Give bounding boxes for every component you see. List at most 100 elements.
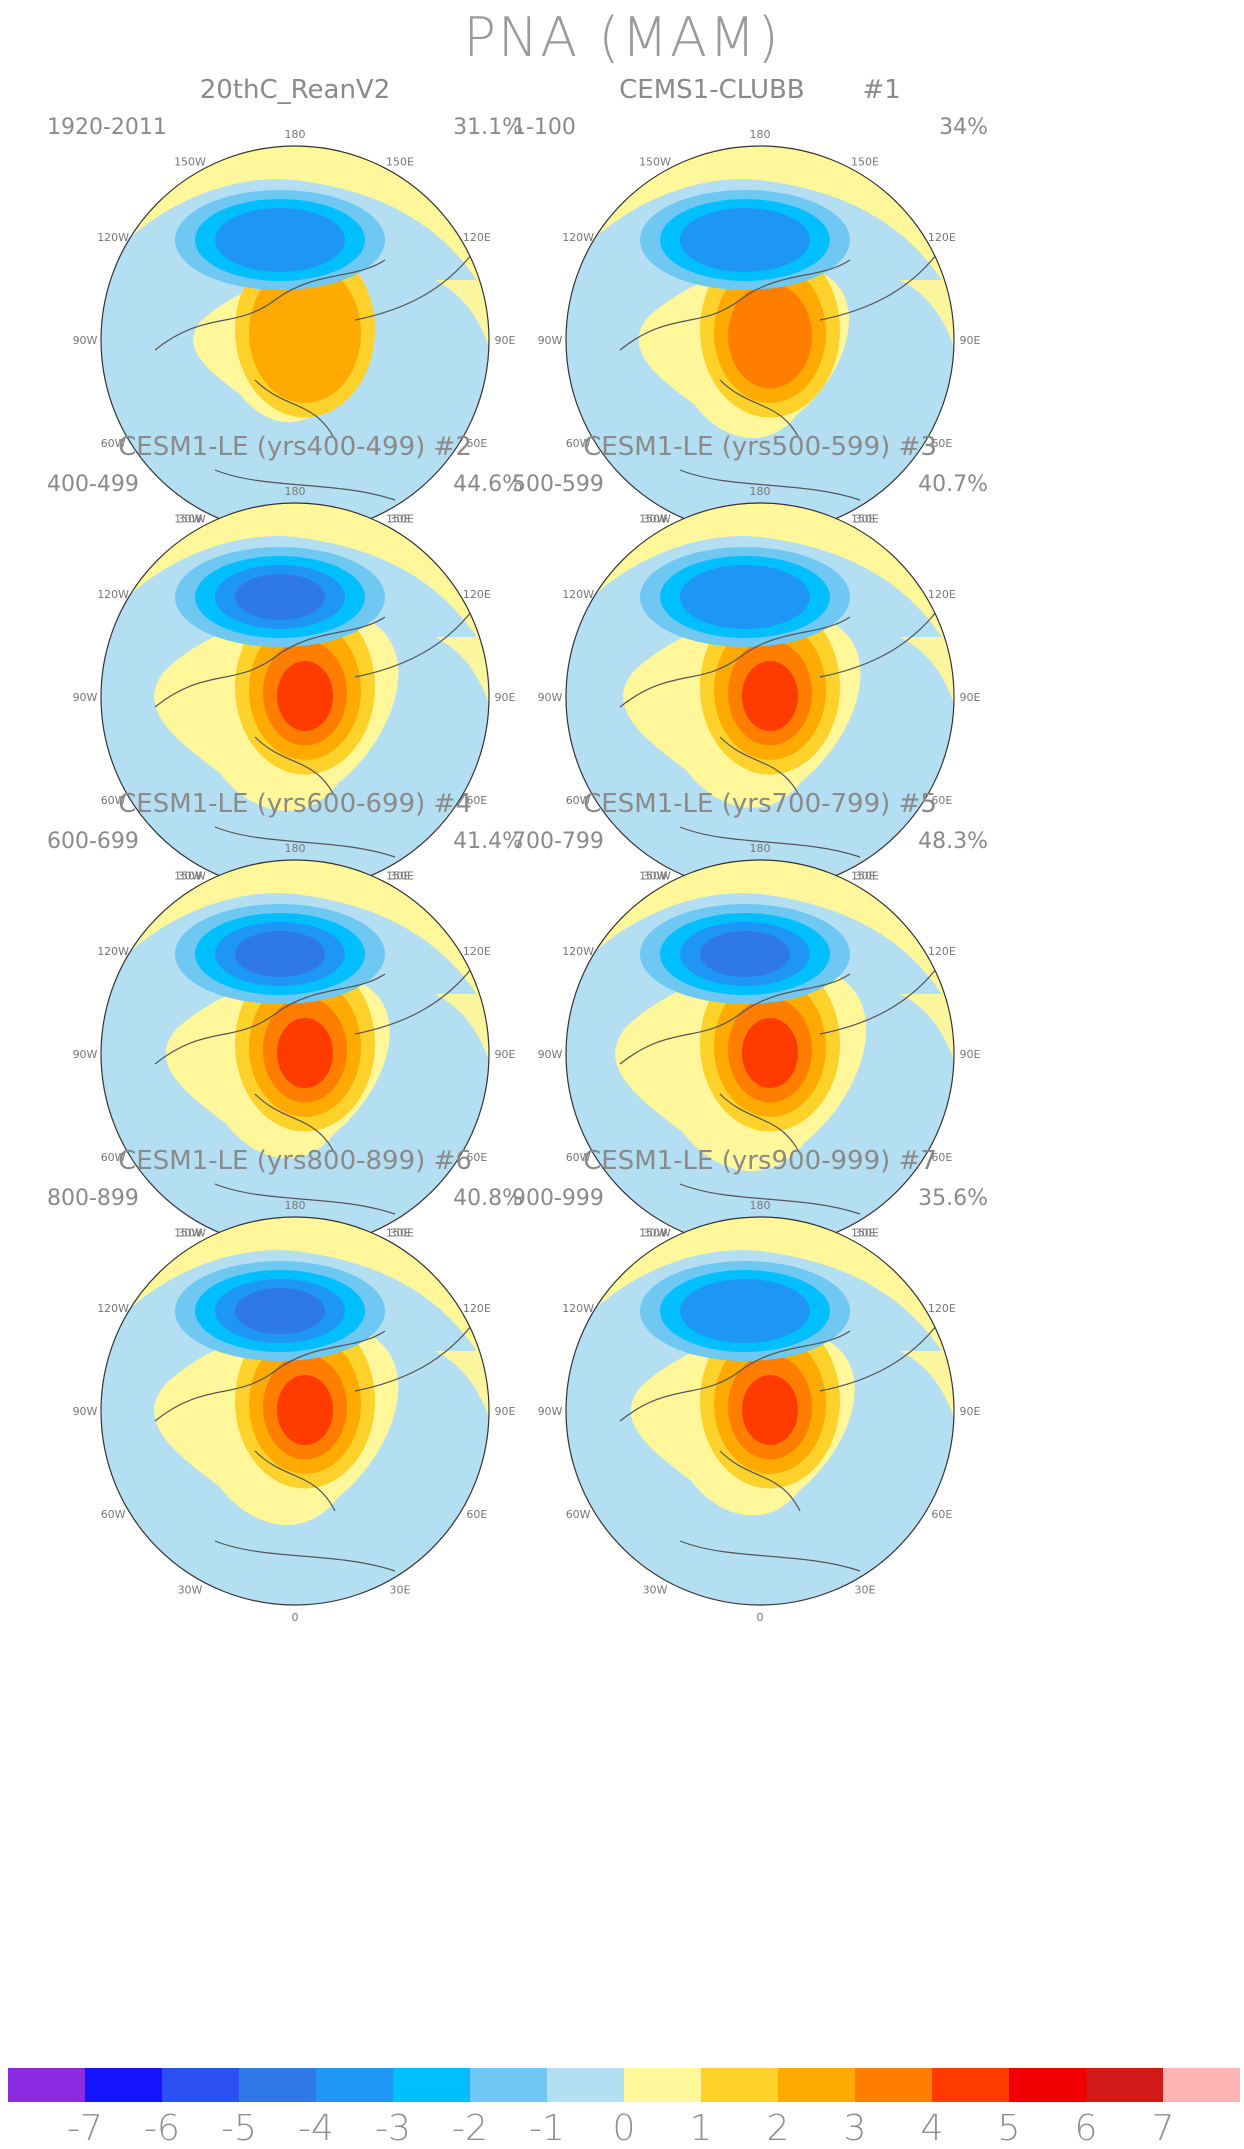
map-panel-p7: CESM1-LE (yrs900-999) #7 900-999 35.6% 180 1… <box>480 1146 1040 1651</box>
positive-anomaly-band <box>101 503 489 657</box>
map-panel-p5: CESM1-LE (yrs700-799) #5 700-799 48.3% 180 1… <box>480 789 1040 1294</box>
map-panel-p6: CESM1-LE (yrs800-899) #6 800-899 40.8% 180 1… <box>15 1146 575 1651</box>
negative-contour <box>215 208 345 272</box>
negative-contour <box>680 208 810 272</box>
colorbar-tick-label: -3 <box>375 2108 411 2149</box>
longitude-label: 60E <box>931 437 952 450</box>
longitude-label: 60E <box>466 1508 487 1521</box>
positive-contour <box>742 1375 798 1445</box>
longitude-label: 120E <box>928 231 956 244</box>
longitude-label: 30W <box>178 512 203 525</box>
colorbar-swatch <box>1163 2068 1240 2102</box>
longitude-label: 150W <box>174 1227 206 1240</box>
longitude-label: 180 <box>285 1199 306 1212</box>
longitude-label: 90E <box>495 1405 516 1418</box>
longitude-label: 30W <box>178 1583 203 1596</box>
longitude-label: 90E <box>960 1048 981 1061</box>
longitude-label: 30E <box>390 1226 411 1239</box>
panel-variance-percent: 40.8% <box>453 1186 523 1211</box>
negative-contour <box>235 1288 325 1334</box>
colorbar-swatch <box>1086 2068 1164 2102</box>
longitude-label: 150E <box>386 156 414 169</box>
longitude-label: 120E <box>928 945 956 958</box>
negative-contour <box>235 574 325 620</box>
longitude-label: 90W <box>73 691 98 704</box>
panel-variance-percent: 41.4% <box>453 829 523 854</box>
negative-contour <box>680 565 810 629</box>
longitude-label: 180 <box>750 842 771 855</box>
longitude-label: 150E <box>851 870 879 883</box>
longitude-label: 150W <box>174 870 206 883</box>
longitude-label: 120W <box>97 231 129 244</box>
map-boundary <box>100 1216 490 1606</box>
longitude-label: 150W <box>639 1227 671 1240</box>
longitude-label: 60W <box>101 1508 126 1521</box>
colorbar-tick-label: 5 <box>997 2108 1021 2149</box>
positive-contour <box>277 1018 333 1088</box>
colorbar-tick-label: 2 <box>766 2108 790 2149</box>
longitude-label: 60W <box>101 437 126 450</box>
panel-title: CESM1-LE (yrs400-499) #2 <box>118 432 472 462</box>
panel-period: 700-799 <box>512 829 604 854</box>
longitude-label: 90W <box>538 1405 563 1418</box>
longitude-label: 60W <box>566 1508 591 1521</box>
longitude-label: 150E <box>386 1227 414 1240</box>
longitude-label: 150E <box>386 870 414 883</box>
longitude-label: 30W <box>643 1226 668 1239</box>
panel-variance-percent: 31.1% <box>453 115 523 140</box>
longitude-label: 120E <box>463 1302 491 1315</box>
longitude-label: 90W <box>538 691 563 704</box>
colorbar-swatch <box>1009 2068 1087 2102</box>
negative-contour <box>680 1279 810 1343</box>
map-panel-p4: CESM1-LE (yrs600-699) #4 600-699 41.4% 180 1… <box>15 789 575 1294</box>
longitude-label: 150W <box>639 870 671 883</box>
longitude-label: 150E <box>386 513 414 526</box>
longitude-label: 60W <box>566 437 591 450</box>
longitude-label: 90E <box>495 1048 516 1061</box>
longitude-label: 90W <box>73 1405 98 1418</box>
longitude-label: 150E <box>851 513 879 526</box>
colorbar-swatch <box>547 2068 625 2102</box>
longitude-label: 30E <box>390 512 411 525</box>
longitude-label: 180 <box>285 842 306 855</box>
panel-period: 900-999 <box>512 1186 604 1211</box>
positive-anomaly-band <box>101 146 489 300</box>
longitude-label: 120E <box>463 588 491 601</box>
longitude-label: 0 <box>292 1611 299 1624</box>
negative-contour <box>235 931 325 977</box>
longitude-label: 90W <box>538 334 563 347</box>
colorbar-swatch <box>85 2068 163 2102</box>
longitude-label: 120E <box>463 231 491 244</box>
colorbar-tick-label: -2 <box>452 2108 488 2149</box>
colorbar-swatch <box>701 2068 779 2102</box>
positive-contour <box>277 661 333 731</box>
colorbar-swatch <box>855 2068 933 2102</box>
longitude-label: 60E <box>931 1508 952 1521</box>
longitude-label: 30E <box>390 869 411 882</box>
longitude-label: 60E <box>466 437 487 450</box>
longitude-label: 120W <box>97 945 129 958</box>
longitude-label: 30E <box>855 1226 876 1239</box>
longitude-label: 120E <box>463 945 491 958</box>
page-title: PNA (MAM) <box>463 6 781 69</box>
positive-anomaly-band <box>566 146 954 300</box>
panel-period: 400-499 <box>47 472 139 497</box>
panel-period: 800-899 <box>47 1186 139 1211</box>
panel-title: CESM1-LE (yrs900-999) #7 <box>583 1146 937 1176</box>
longitude-label: 90E <box>495 691 516 704</box>
longitude-label: 180 <box>750 128 771 141</box>
colorbar-swatch <box>470 2068 548 2102</box>
panel-period: 1-100 <box>512 115 576 140</box>
longitude-label: 30W <box>178 1226 203 1239</box>
longitude-label: 120E <box>928 588 956 601</box>
colorbar-swatch <box>8 2068 86 2102</box>
colorbar-labels: -7 -6 -5 -4 -3 -2 -1 0 1 2 3 4 5 6 7 <box>0 2068 1244 2149</box>
longitude-label: 90W <box>73 334 98 347</box>
longitude-label: 150E <box>851 1227 879 1240</box>
positive-anomaly-band <box>101 860 489 1014</box>
colorbar-tick-label: 6 <box>1074 2108 1098 2149</box>
colorbar-tick-label: 1 <box>689 2108 713 2149</box>
colorbar-swatch <box>316 2068 394 2102</box>
